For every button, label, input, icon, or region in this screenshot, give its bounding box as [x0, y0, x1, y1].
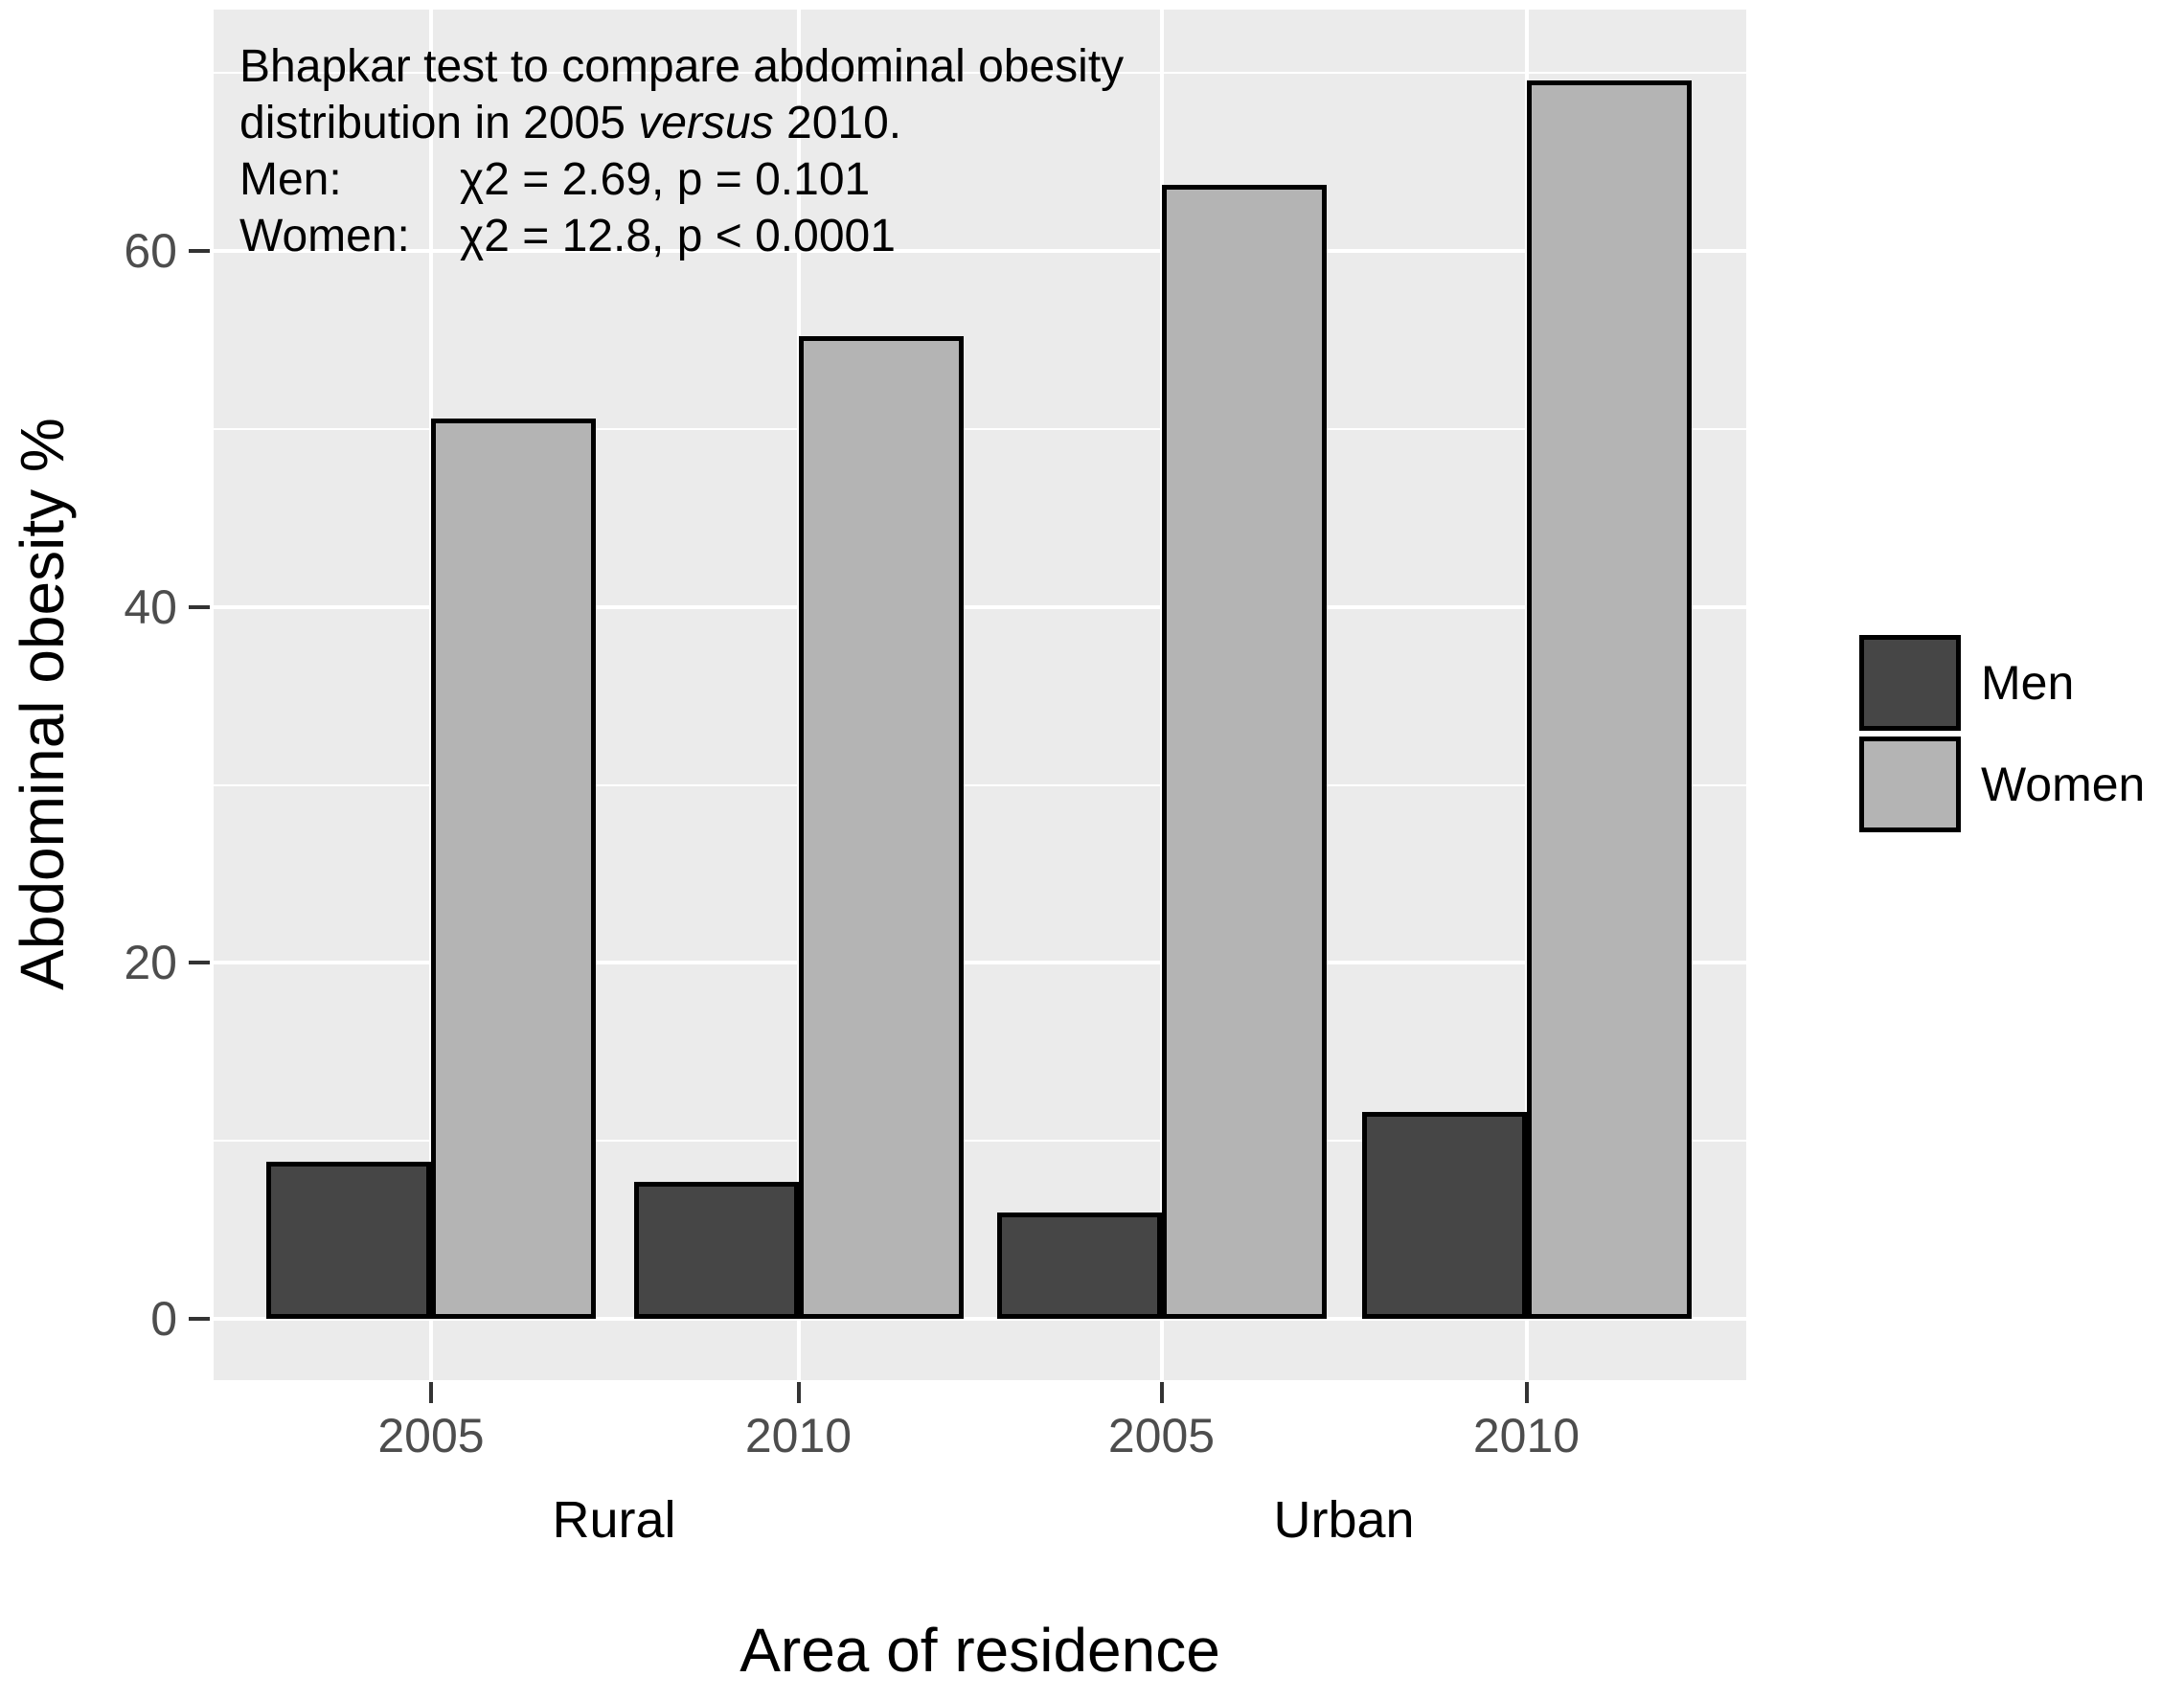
gridline-minor-y10 [214, 1140, 1746, 1143]
annotation-italic-versus: versus [638, 98, 774, 148]
bar-men-2005-rural [266, 1162, 431, 1319]
bar-men-2010-rural [633, 1181, 799, 1319]
legend-swatch-women [1859, 737, 1961, 832]
x-tick-mark-1 [796, 1382, 801, 1403]
annotation-text: distribution in 2005 [239, 98, 639, 148]
y-tick-mark-60 [189, 249, 210, 254]
bar-women-2010-rural [798, 336, 964, 1319]
x-group-label-urban: Urban [1273, 1491, 1415, 1549]
stat-label-men: Men: [239, 154, 342, 205]
y-tick-mark-0 [189, 1317, 210, 1321]
annotation-line-2: distribution in 2005 versus 2010. [239, 95, 1124, 151]
legend-swatch-men [1859, 635, 1961, 731]
y-axis-title: Abdominal obesity % [8, 418, 77, 990]
gridline-minor-y70 [214, 72, 1746, 75]
annotation-text: Bhapkar test to compare abdominal obesit… [239, 41, 1125, 92]
bar-women-2005-rural [431, 418, 596, 1319]
gridline-major-y20 [214, 961, 1746, 965]
y-tick-mark-40 [189, 604, 210, 609]
bar-men-2005-urban [996, 1212, 1162, 1319]
x-tick-label-1: 2010 [744, 1409, 853, 1462]
stat-value-women: χ2 = 12.8, p < 0.0001 [460, 211, 896, 261]
legend-label-men: Men [1981, 656, 2075, 710]
x-group-label-rural: Rural [552, 1491, 676, 1549]
bar-men-2010-urban [1361, 1112, 1527, 1319]
gridline-major-y60 [214, 249, 1746, 254]
annotation-line-1: Bhapkar test to compare abdominal obesit… [239, 38, 1124, 95]
gridline-minor-y50 [214, 427, 1746, 430]
stat-annotation: Bhapkar test to compare abdominal obesit… [239, 38, 1124, 264]
legend-label-women: Women [1981, 758, 2146, 811]
x-tick-label-0: 2005 [377, 1409, 485, 1462]
y-tick-label-60: 60 [124, 224, 177, 279]
stat-value-men: χ2 = 2.69, p = 0.101 [460, 154, 871, 205]
y-tick-label-40: 40 [124, 579, 177, 634]
annotation-line-men: Men: χ2 = 2.69, p = 0.101 [239, 151, 1124, 208]
y-tick-label-0: 0 [150, 1292, 177, 1346]
x-tick-mark-3 [1524, 1382, 1529, 1403]
gridline-major-y40 [214, 604, 1746, 609]
plot-panel [214, 10, 1746, 1380]
y-tick-mark-20 [189, 961, 210, 965]
stat-label-women: Women: [239, 211, 410, 261]
x-tick-label-2: 2005 [1107, 1409, 1216, 1462]
x-axis-title: Area of residence [739, 1616, 1220, 1685]
gridline-minor-y30 [214, 783, 1746, 786]
bar-women-2005-urban [1161, 185, 1327, 1319]
x-tick-label-3: 2010 [1472, 1409, 1581, 1462]
x-tick-mark-2 [1159, 1382, 1164, 1403]
bar-women-2010-urban [1526, 79, 1692, 1319]
y-tick-label-20: 20 [124, 936, 177, 990]
annotation-text: 2010. [773, 98, 902, 148]
gridline-major-y0 [214, 1317, 1746, 1321]
annotation-line-women: Women: χ2 = 12.8, p < 0.0001 [239, 208, 1124, 264]
x-tick-mark-0 [429, 1382, 433, 1403]
